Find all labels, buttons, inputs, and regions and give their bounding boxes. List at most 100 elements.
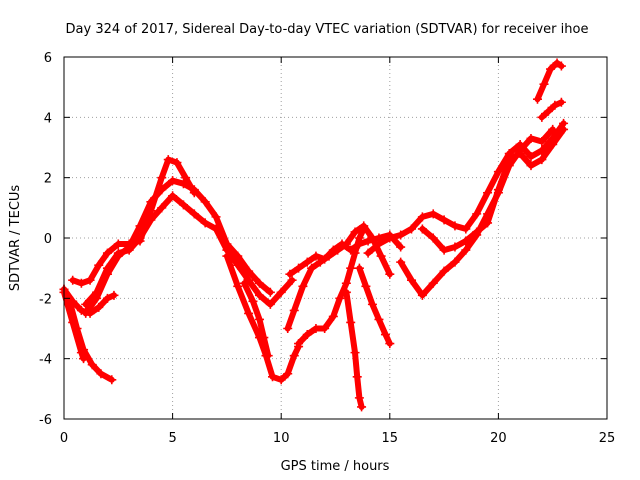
data-point [548,139,558,149]
data-point [294,339,304,349]
data-point [222,251,232,261]
data-point [341,278,351,288]
series-arc-8 [239,278,273,361]
data-point [81,308,91,318]
series-arc-11 [285,230,406,279]
data-point [526,161,536,171]
data-point [102,293,112,303]
data-point [532,94,542,104]
data-point [107,375,117,385]
data-point [146,215,156,225]
data-point [283,324,293,333]
y-tick-label: -6 [39,413,52,428]
data-point [417,224,427,234]
data-point [439,266,449,276]
x-tick-label: 0 [60,431,68,446]
data-point [417,290,427,300]
data-point [350,227,360,237]
data-point [113,239,123,249]
data-point [285,269,295,279]
data-point [428,209,438,219]
data-point [376,251,386,261]
data-point [265,287,275,297]
data-point [157,185,167,195]
series-band [538,99,565,121]
data-point [163,155,173,165]
series-arc-6 [81,191,297,309]
chart-title: Day 324 of 2017, Sidereal Day-to-day VTE… [66,22,589,37]
data-point [146,197,156,207]
data-point [396,230,406,240]
data-point [483,188,493,198]
data-point [287,275,297,285]
data-point [94,302,104,312]
data-point [172,158,182,168]
data-point [396,257,406,267]
data-point [79,354,89,364]
data-point [307,263,317,273]
data-point [254,314,264,324]
data-point [337,239,347,249]
x-tick-label: 10 [273,431,290,446]
data-point [352,372,362,382]
data-point [428,278,438,288]
data-point [76,278,86,288]
series-band [61,289,87,362]
data-point [263,351,273,361]
y-tick-label: 4 [44,111,52,126]
y-tick-label: -4 [39,353,52,368]
data-point [407,275,417,285]
data-point [341,287,351,297]
data-point [359,224,369,234]
data-point [396,242,406,252]
data-point [407,224,417,234]
data-point [461,224,471,234]
data-point [335,293,345,303]
data-point [461,236,471,246]
data-point [178,200,188,210]
data-point [181,173,191,183]
data-point [189,209,199,219]
data-point [559,124,569,134]
data-point [124,245,134,255]
data-point [450,242,460,252]
data-point [87,360,97,370]
data-point [380,330,390,340]
data-point [233,281,243,291]
data-point [276,287,286,297]
data-point [328,311,338,321]
data-point [556,61,566,71]
data-point [450,221,460,231]
data-point [493,167,503,177]
data-point [483,218,493,228]
data-point [283,369,293,379]
data-point [354,239,364,249]
data-point [289,305,299,315]
data-point [302,330,312,340]
data-point [361,281,371,291]
data-point [472,209,482,219]
data-point [189,185,199,195]
data-point [346,263,356,273]
data-point [254,290,264,300]
data-point [472,227,482,237]
data-point [135,233,145,243]
data-point [350,348,360,358]
data-point [346,317,356,327]
data-point [374,239,384,249]
data-point [200,197,210,207]
data-point [239,278,249,288]
data-point [320,254,330,264]
data-point [320,324,330,333]
data-point [374,314,384,324]
data-point [265,299,275,309]
data-point [157,173,167,183]
data-point [385,269,395,279]
data-point [259,333,269,343]
data-point [363,248,373,258]
data-point [539,79,549,89]
data-point [543,106,553,116]
data-point [254,278,264,288]
x-tick-label: 20 [490,431,507,446]
data-point [537,136,547,146]
